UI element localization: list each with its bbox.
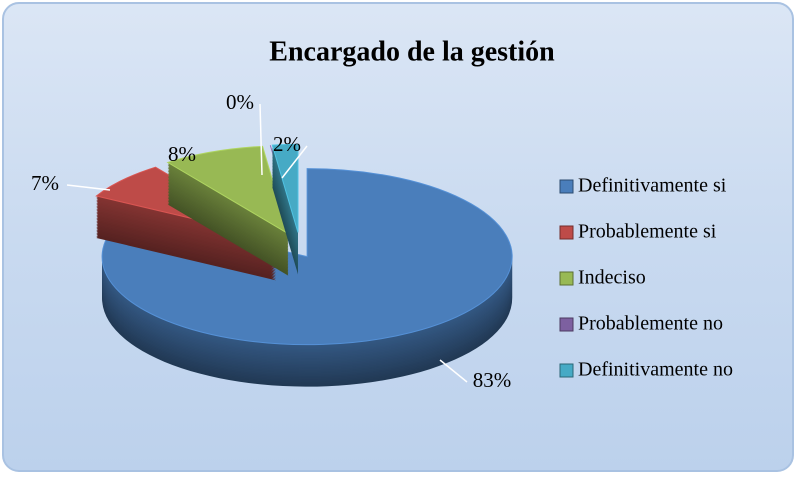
pie-slice <box>166 145 290 276</box>
data-label: 83% <box>473 368 512 392</box>
leader-line <box>259 103 263 176</box>
legend-label: Definitivamente no <box>578 359 733 381</box>
chart-title: Encargado de la gestión <box>269 36 555 67</box>
data-label: 2% <box>273 132 301 156</box>
legend-label: Definitivamente si <box>578 175 727 197</box>
leader-line <box>66 184 111 191</box>
legend-swatch <box>559 363 574 378</box>
pie-slice <box>271 143 299 275</box>
legend-label: Indeciso <box>578 267 646 289</box>
leader-line <box>281 145 308 179</box>
pie-slice <box>95 166 277 281</box>
slice-top <box>101 168 513 346</box>
legend-swatch <box>559 271 574 286</box>
leader-line <box>439 359 468 383</box>
legend-swatch <box>559 225 574 240</box>
legend-label: Probablemente si <box>578 221 717 243</box>
legend-label: Probablemente no <box>578 313 723 335</box>
pie-slice <box>101 168 513 387</box>
data-label: 7% <box>31 171 59 195</box>
data-label: 8% <box>168 142 196 166</box>
legend-swatch <box>559 317 574 332</box>
legend-swatch <box>559 179 574 194</box>
data-label: 0% <box>226 90 254 114</box>
